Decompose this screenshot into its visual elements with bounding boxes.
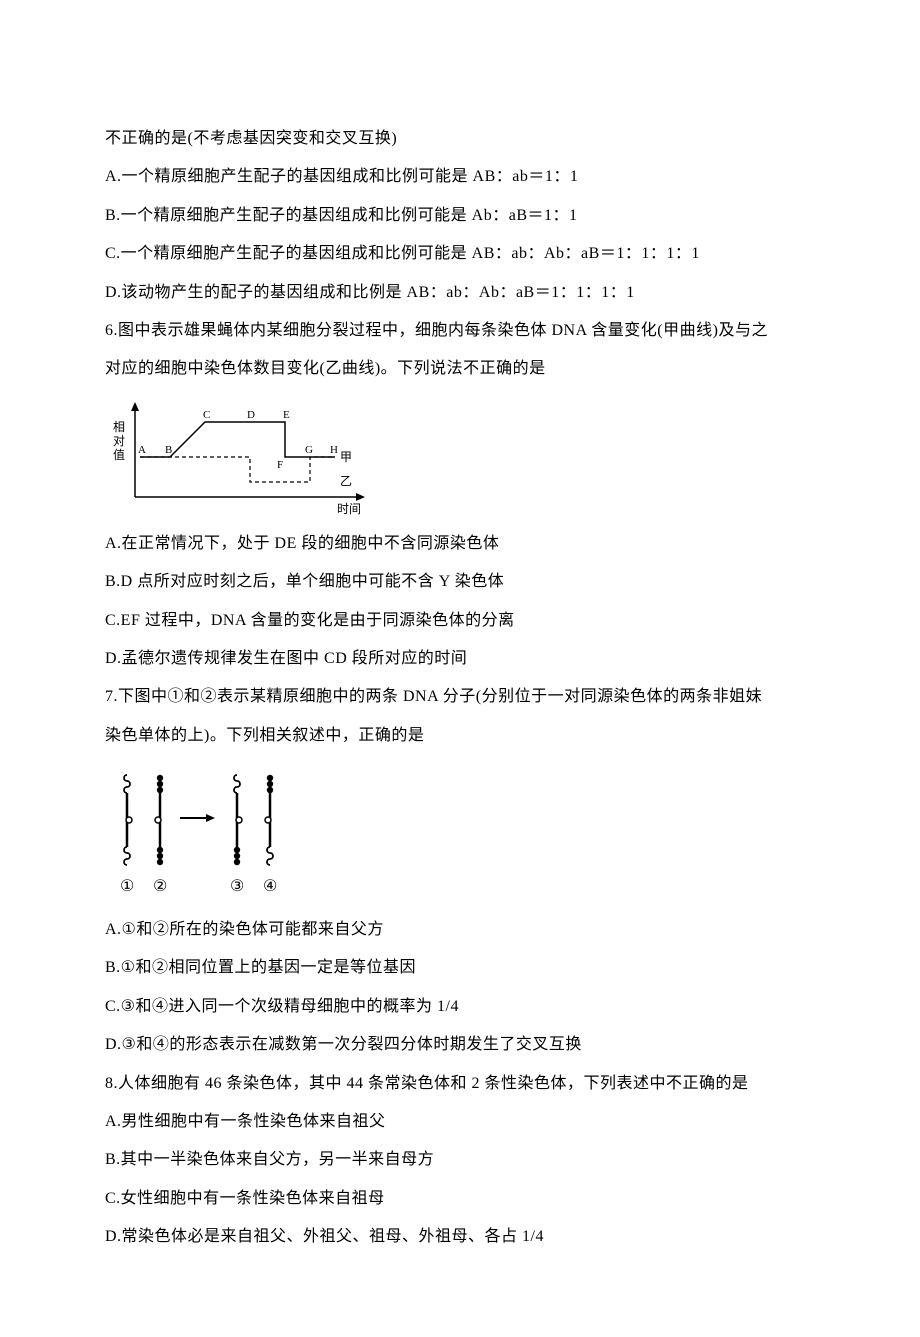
question-8: 8.人体细胞有 46 条染色体，其中 44 条常染色体和 2 条性染色体，下列表…	[105, 1065, 815, 1103]
option-d-q7: D.③和④的形态表示在减数第一次分裂四分体时期发生了交叉互换	[105, 1026, 815, 1064]
pt-e: E	[283, 409, 290, 421]
option-d-q6: D.孟德尔遗传规律发生在图中 CD 段所对应的时间	[105, 640, 815, 678]
option-c-q7: C.③和④进入同一个次级精母细胞中的概率为 1/4	[105, 988, 815, 1026]
label-yi: 乙	[340, 474, 352, 488]
y-label-3: 值	[113, 447, 125, 462]
pt-h: H	[330, 444, 338, 456]
label-2: ②	[153, 878, 167, 895]
question-6-line2: 对应的细胞中染色体数目变化(乙曲线)。下列说法不正确的是	[105, 350, 815, 388]
label-4: ④	[263, 878, 277, 895]
x-label: 时间	[337, 502, 361, 516]
question-7-line2: 染色单体的上)。下列相关叙述中，正确的是	[105, 717, 815, 755]
option-c-q8: C.女性细胞中有一条性染色体来自祖母	[105, 1180, 815, 1218]
option-d-q5: D.该动物产生的配子的基因组成和比例是 AB：ab：Ab：aB＝1：1：1：1	[105, 274, 815, 312]
pt-b: B	[165, 444, 172, 456]
option-b-q5: B.一个精原细胞产生配子的基因组成和比例可能是 Ab：aB＝1：1	[105, 197, 815, 235]
y-label-2: 对	[113, 434, 125, 448]
option-b-q6: B.D 点所对应时刻之后，单个细胞中可能不含 Y 染色体	[105, 563, 815, 601]
question-7-line1: 7.下图中①和②表示某精原细胞中的两条 DNA 分子(分别位于一对同源染色体的两…	[105, 678, 815, 716]
y-label-1: 相	[113, 420, 125, 434]
pt-a: A	[138, 444, 146, 456]
option-a-q8: A.男性细胞中有一条性染色体来自祖父	[105, 1103, 815, 1141]
question-stem-cont: 不正确的是(不考虑基因突变和交叉互换)	[105, 120, 815, 158]
option-b-q8: B.其中一半染色体来自父方，另一半来自母方	[105, 1141, 815, 1179]
option-a-q5: A.一个精原细胞产生配子的基因组成和比例可能是 AB：ab＝1：1	[105, 158, 815, 196]
question-6-line1: 6.图中表示雄果蝇体内某细胞分裂过程中，细胞内每条染色体 DNA 含量变化(甲曲…	[105, 312, 815, 350]
option-a-q7: A.①和②所在的染色体可能都来自父方	[105, 911, 815, 949]
pt-f: F	[277, 459, 283, 471]
exam-page: 不正确的是(不考虑基因突变和交叉互换) A.一个精原细胞产生配子的基因组成和比例…	[0, 0, 920, 1337]
option-c-q5: C.一个精原细胞产生配子的基因组成和比例可能是 AB：ab：Ab：aB＝1：1：…	[105, 235, 815, 273]
label-jia: 甲	[340, 450, 352, 464]
q7-diagram: ① ② ③ ④	[105, 763, 325, 903]
option-c-q6: C.EF 过程中，DNA 含量的变化是由于同源染色体的分离	[105, 602, 815, 640]
option-d-q8: D.常染色体必是来自祖父、外祖父、祖母、外祖母、各占 1/4	[105, 1218, 815, 1256]
pt-g: G	[305, 444, 313, 456]
label-3: ③	[230, 878, 244, 895]
q6-chart: 相 对 值 时间 A B C D E F G H 甲 乙	[105, 397, 375, 517]
pt-c: C	[203, 409, 210, 421]
pt-d: D	[247, 409, 255, 421]
option-b-q7: B.①和②相同位置上的基因一定是等位基因	[105, 949, 815, 987]
label-1: ①	[120, 878, 134, 895]
option-a-q6: A.在正常情况下，处于 DE 段的细胞中不含同源染色体	[105, 525, 815, 563]
